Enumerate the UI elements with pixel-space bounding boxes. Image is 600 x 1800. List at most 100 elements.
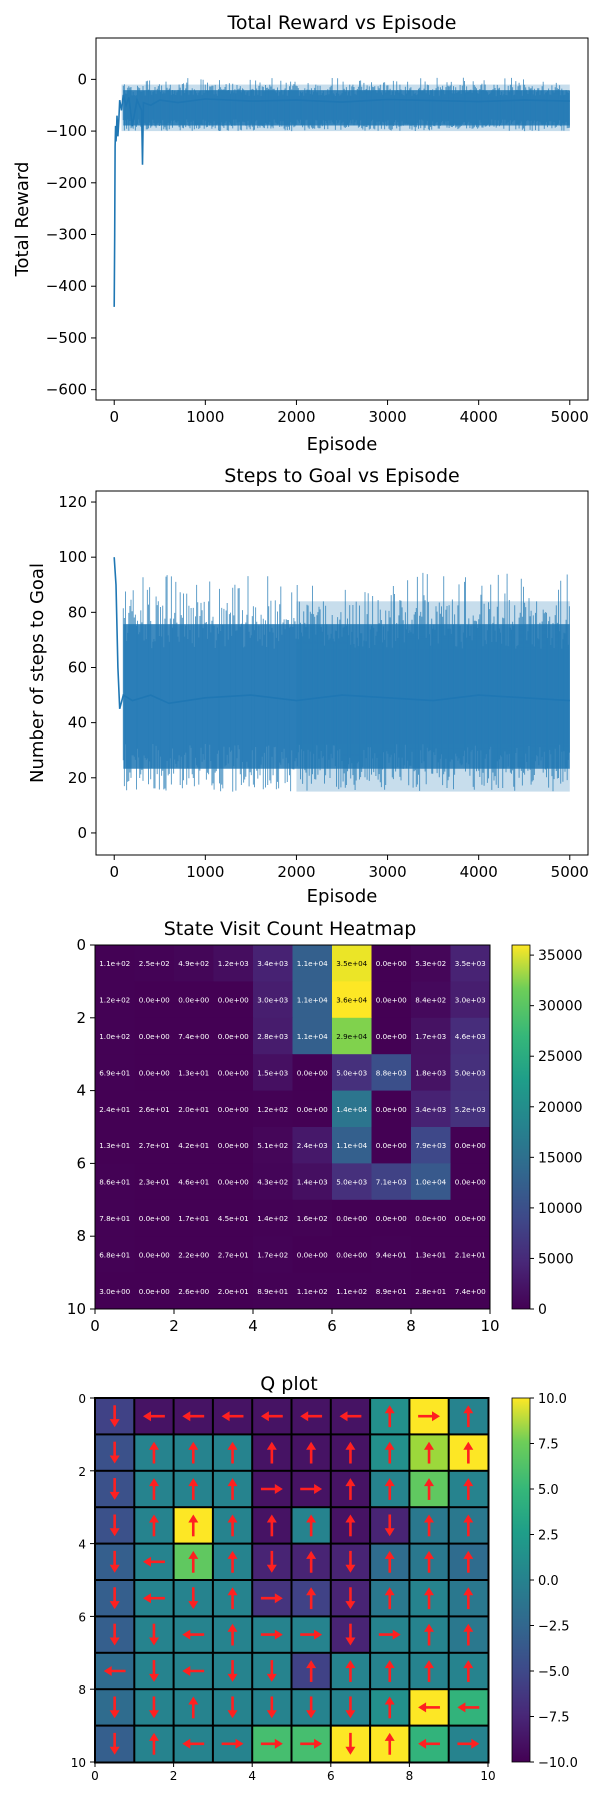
policy-arrow-up — [463, 1550, 474, 1559]
cell-value-label: 1.1e+04 — [297, 959, 328, 968]
cell-value-label: 0.0e+00 — [297, 1068, 328, 1077]
cell-value-label: 4.3e+02 — [257, 1178, 288, 1187]
heatmap-cell — [95, 1017, 135, 1055]
heatmap-cell — [411, 1090, 451, 1128]
policy-arrow-left — [418, 1702, 427, 1713]
heatmap-cell — [371, 1054, 412, 1092]
heatmap-cell — [292, 981, 333, 1019]
heatmap-cell — [253, 945, 293, 982]
cell-value-label: 0.0e+00 — [218, 1105, 249, 1114]
heatmap-cell — [253, 981, 293, 1019]
policy-arrow-down — [109, 1528, 120, 1537]
x-tick-label: 0 — [91, 1769, 99, 1783]
heatmap-cell — [174, 1163, 214, 1201]
policy-arrow-up — [306, 1550, 317, 1559]
heatmap-cell — [411, 981, 451, 1019]
policy-arrow-left — [182, 1629, 191, 1640]
y-tick-label: 0 — [78, 1392, 86, 1406]
cell-value-label: 0.0e+00 — [376, 1141, 407, 1150]
cell-value-label: 2.5e+02 — [139, 959, 170, 968]
x-tick-label: 2000 — [277, 863, 315, 881]
y-tick-label: 6 — [76, 1154, 86, 1172]
policy-arrow-up — [345, 1441, 356, 1450]
colorbar-tick-label: 7.5 — [538, 1438, 559, 1453]
cell-value-label: 3.5e+03 — [455, 959, 486, 968]
policy-arrow-down — [109, 1455, 120, 1464]
heatmap-cell — [332, 1236, 372, 1274]
cell-value-label: 1.1e+02 — [99, 959, 130, 968]
cell-value-label: 0.0e+00 — [139, 1250, 170, 1259]
heatmap-cell — [332, 1272, 372, 1310]
heatmap-cell — [95, 1127, 135, 1164]
policy-arrow-up — [149, 1514, 159, 1523]
heatmap-cell — [95, 1054, 135, 1092]
cell-value-label: 3.0e+00 — [99, 1287, 130, 1296]
policy-arrow-down — [109, 1564, 120, 1573]
policy-arrow-right — [314, 1484, 323, 1494]
cell-value-label: 3.5e+04 — [336, 959, 367, 968]
x-tick-label: 6 — [327, 1317, 337, 1335]
policy-arrow-up — [266, 1514, 277, 1523]
heatmap-cell — [450, 1127, 491, 1164]
policy-arrow-down — [149, 1673, 159, 1682]
heatmap-cell — [411, 1199, 451, 1237]
cell-value-label: 4.6e+03 — [455, 1032, 486, 1041]
cell-value-label: 1.3e+01 — [178, 1068, 209, 1077]
cell-value-label: 3.0e+03 — [455, 996, 486, 1005]
colorbar-tick-label: 20000 — [538, 1100, 583, 1116]
policy-arrow-up — [384, 1441, 395, 1450]
policy-arrow-down — [227, 1673, 238, 1682]
heatmap-cell — [134, 1199, 175, 1237]
colorbar-tick-label: −7.5 — [538, 1711, 570, 1726]
cell-value-label: 7.1e+03 — [376, 1178, 407, 1187]
policy-arrow-left — [457, 1702, 466, 1713]
heatmap-cell — [292, 945, 333, 982]
cell-value-label: 1.1e+04 — [297, 1032, 328, 1041]
cell-value-label: 1.2e+03 — [218, 959, 249, 968]
cell-value-label: 1.1e+04 — [336, 1141, 367, 1150]
cell-value-label: 8.4e+02 — [415, 996, 446, 1005]
cell-value-label: 0.0e+00 — [336, 1250, 367, 1259]
heatmap-cell — [332, 1127, 372, 1164]
cell-value-label: 0.0e+00 — [376, 1032, 407, 1041]
heatmap-cell — [134, 945, 175, 982]
x-tick-label: 3000 — [368, 408, 406, 426]
cell-value-label: 4.2e+01 — [178, 1141, 209, 1150]
heatmap-cell — [95, 945, 135, 982]
heatmap-cell — [371, 945, 412, 982]
heatmap-cell — [371, 1163, 412, 1201]
y-tick-label: 4 — [78, 1538, 86, 1552]
policy-arrow-up — [384, 1732, 395, 1741]
policy-arrow-up — [424, 1587, 434, 1596]
policy-arrow-left — [339, 1411, 348, 1422]
heatmap-cell — [134, 981, 175, 1019]
policy-arrow-up — [384, 1405, 395, 1414]
policy-arrow-up — [149, 1478, 159, 1487]
cell-value-label: 5.2e+03 — [455, 1105, 486, 1114]
policy-arrow-up — [188, 1696, 199, 1705]
policy-arrow-down — [266, 1710, 277, 1719]
heatmap-cell — [134, 1236, 175, 1274]
heatmap-cell — [332, 1054, 372, 1092]
policy-arrow-left — [182, 1738, 191, 1749]
colorbar-tick-label: −2.5 — [538, 1620, 570, 1635]
cell-value-label: 1.1e+04 — [297, 996, 328, 1005]
x-tick-label: 1000 — [186, 863, 224, 881]
x-tick-label: 4 — [248, 1317, 258, 1335]
heatmap-cell — [253, 1054, 293, 1092]
y-tick-label: 40 — [68, 714, 87, 732]
heatmap-cell — [253, 1090, 293, 1128]
y-tick-label: 120 — [58, 493, 87, 511]
cell-value-label: 0.0e+00 — [218, 1178, 249, 1187]
heatmap-cell — [253, 1163, 293, 1201]
cell-value-label: 1.5e+03 — [257, 1068, 288, 1077]
cell-value-label: 2.7e+01 — [139, 1141, 170, 1150]
visit-heatmap: State Visit Count Heatmap 1.1e+02 2.5e+02… — [67, 918, 583, 1335]
cell-value-label: 0.0e+00 — [376, 959, 407, 968]
cell-value-label: 0.0e+00 — [139, 1214, 170, 1223]
y-tick-label: 8 — [76, 1227, 86, 1245]
heatmap-cell — [450, 1017, 491, 1055]
heatmap-cell — [253, 1199, 293, 1237]
colorbar-tick-label: 5000 — [538, 1251, 574, 1267]
colorbar-tick-label: −5.0 — [538, 1665, 570, 1680]
